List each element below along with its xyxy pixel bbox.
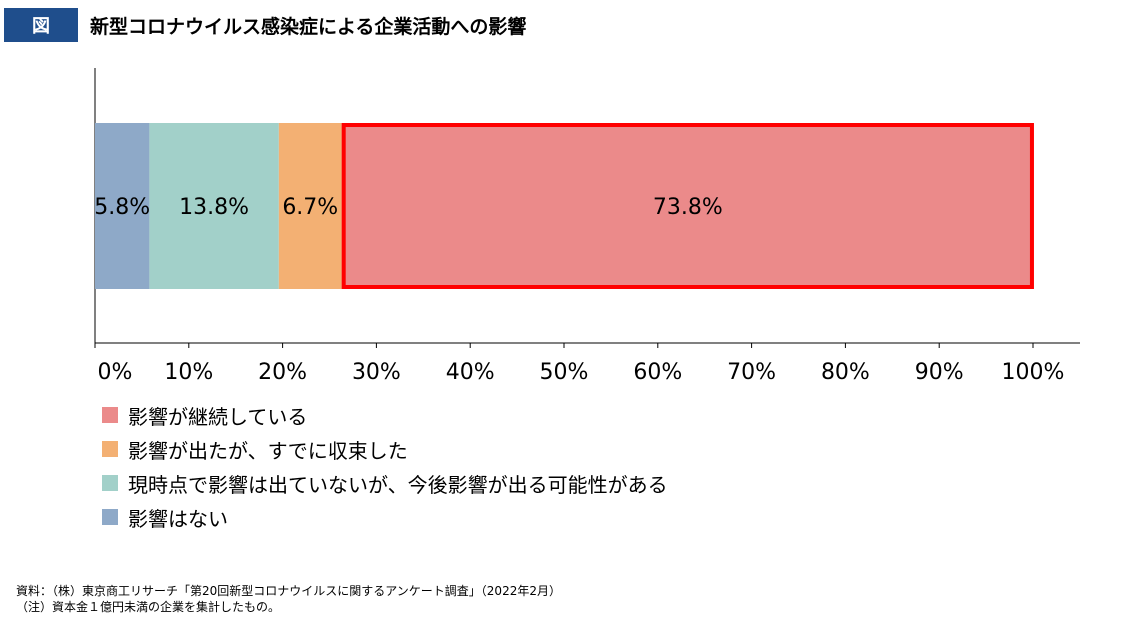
legend-swatch bbox=[102, 407, 118, 423]
data-label: 6.7% bbox=[282, 195, 338, 220]
bar-segment bbox=[95, 123, 150, 289]
x-tick-label: 40% bbox=[446, 360, 495, 385]
x-tick-label: 50% bbox=[540, 360, 589, 385]
x-tick-label: 10% bbox=[164, 360, 213, 385]
legend-label: 影響が継続している bbox=[128, 404, 308, 429]
footnotes: 資料：（株）東京商工リサーチ「第20回新型コロナウイルスに関するアンケート調査」… bbox=[16, 583, 561, 615]
x-tick-label: 80% bbox=[821, 360, 870, 385]
figure-badge: 図 bbox=[4, 8, 78, 42]
legend-swatch bbox=[102, 441, 118, 457]
header: 図 新型コロナウイルス感染症による企業活動への影響 bbox=[0, 8, 1123, 42]
legend-label: 影響はない bbox=[128, 506, 228, 531]
annotation-note: （注）資本金１億円未満の企業を集計したもの。 bbox=[16, 600, 281, 614]
x-tick-label: 0% bbox=[98, 360, 133, 385]
legend-swatch bbox=[102, 475, 118, 491]
x-tick-label: 70% bbox=[727, 360, 776, 385]
chart-title: 新型コロナウイルス感染症による企業活動への影響 bbox=[90, 16, 527, 38]
source-note: 資料：（株）東京商工リサーチ「第20回新型コロナウイルスに関するアンケート調査」… bbox=[16, 584, 561, 598]
highlight-frame bbox=[341, 123, 1034, 289]
legend-item-converged: 影響が出たが、すでに収束した bbox=[102, 432, 668, 466]
legend-item-continuing: 影響が継続している bbox=[102, 398, 668, 432]
data-label: 13.8% bbox=[179, 195, 249, 220]
x-tick-label: 20% bbox=[258, 360, 307, 385]
legend-swatch bbox=[102, 509, 118, 525]
legend-label: 影響が出たが、すでに収束した bbox=[128, 438, 408, 463]
bar-segment bbox=[341, 123, 1034, 289]
stacked-bar-chart: 0% 10% 20% 30% 40% 50% 60% 70% 80% 90% 100% 5.8% 13.… bbox=[94, 68, 1080, 385]
x-tick-label: 30% bbox=[352, 360, 401, 385]
bar-segment bbox=[278, 123, 342, 289]
legend-item-no-impact: 影響はない bbox=[102, 500, 668, 534]
x-tick-label: 100% bbox=[1002, 360, 1065, 385]
legend-item-possible-future: 現時点で影響は出ていないが、今後影響が出る可能性がある bbox=[102, 466, 668, 500]
x-tick-label: 60% bbox=[633, 360, 682, 385]
x-tick-label: 90% bbox=[915, 360, 964, 385]
legend: 影響が継続している 影響が出たが、すでに収束した 現時点で影響は出ていないが、今… bbox=[102, 398, 668, 534]
data-label: 73.8% bbox=[653, 195, 723, 220]
legend-label: 現時点で影響は出ていないが、今後影響が出る可能性がある bbox=[128, 472, 668, 497]
data-label: 5.8% bbox=[94, 195, 150, 220]
bar-segment bbox=[149, 123, 279, 289]
